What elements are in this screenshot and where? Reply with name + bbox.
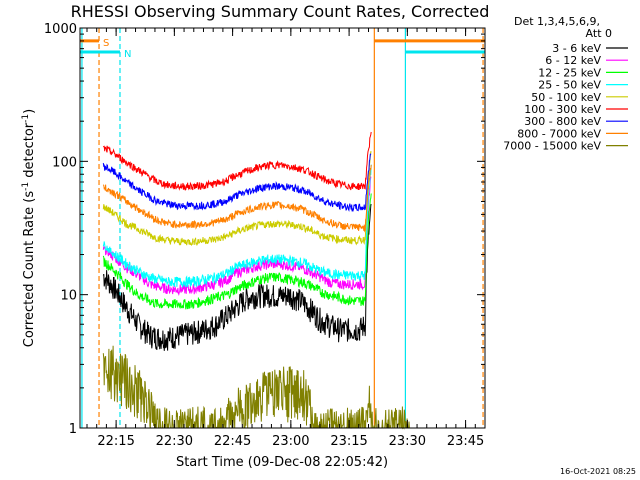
legend-label: 800 - 7000 keV (517, 127, 601, 140)
series-line (102, 153, 372, 213)
state-markers: SN (80, 28, 485, 428)
legend-label: 50 - 100 keV (531, 91, 601, 104)
series-line (102, 164, 372, 233)
legend-header-line2: Att 0 (586, 27, 612, 40)
x-tick-label: 22:15 (97, 434, 134, 449)
y-axis: 1 10 100 1000 (44, 22, 485, 437)
y-tick-label: 10 (60, 289, 77, 304)
chart-title: RHESSI Observing Summary Count Rates, Co… (71, 2, 490, 21)
plot-frame (79, 27, 486, 429)
state-marker-label: S (103, 38, 109, 49)
series-line (102, 131, 372, 191)
legend-label: 300 - 800 keV (524, 115, 601, 128)
series-layer (102, 131, 410, 430)
legend-header-line1: Det 1,3,4,5,6,9, (514, 15, 600, 28)
x-tick-label: 22:30 (156, 434, 193, 449)
series-line (102, 164, 372, 288)
x-axis: 22:15 22:30 22:45 23:00 23:15 23:30 23:45 (86, 28, 486, 449)
x-tick-label: 23:30 (389, 434, 426, 449)
series-line (102, 176, 372, 296)
y-axis-label: Corrected Count Rate (s-1 detector-1) (21, 109, 37, 347)
series-line (102, 151, 372, 247)
legend-label: 25 - 50 keV (538, 79, 601, 92)
x-axis-label: Start Time (09-Dec-08 22:05:42) (176, 455, 388, 470)
series-line (102, 193, 372, 310)
legend-label: 100 - 300 keV (524, 103, 601, 116)
legend-label: 3 - 6 keV (552, 42, 601, 55)
series-line (102, 345, 410, 430)
legend-label: 12 - 25 keV (538, 66, 601, 79)
legend-label: 6 - 12 keV (545, 54, 601, 67)
x-tick-label: 22:45 (214, 434, 251, 449)
legend-label: 7000 - 15000 keV (503, 140, 601, 153)
x-tick-label: 23:00 (272, 434, 309, 449)
y-tick-label: 1000 (44, 22, 77, 37)
y-tick-label: 1 (69, 422, 77, 437)
y-tick-label: 100 (52, 155, 77, 170)
series-line (102, 203, 372, 351)
timestamp: 16-Oct-2021 08:25 (560, 467, 636, 476)
state-marker-label: N (124, 49, 131, 60)
x-tick-label: 23:15 (330, 434, 367, 449)
x-tick-label: 23:45 (447, 434, 484, 449)
